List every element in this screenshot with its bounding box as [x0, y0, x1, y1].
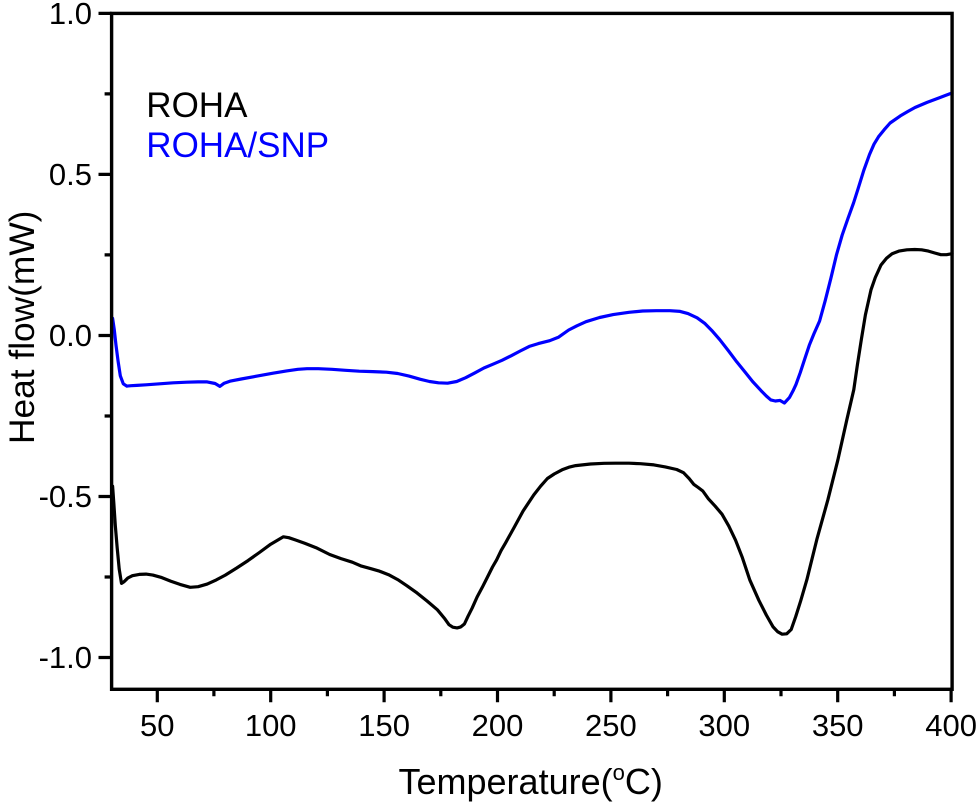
svg-text:0.5: 0.5: [49, 157, 92, 192]
svg-text:350: 350: [812, 708, 864, 743]
svg-text:-0.5: -0.5: [39, 479, 92, 514]
svg-text:Heat flow(mW): Heat flow(mW): [3, 211, 42, 444]
svg-text:100: 100: [245, 708, 297, 743]
svg-text:150: 150: [358, 708, 410, 743]
svg-text:50: 50: [140, 708, 174, 743]
svg-text:200: 200: [472, 708, 524, 743]
svg-text:0.0: 0.0: [49, 318, 92, 353]
svg-text:300: 300: [698, 708, 750, 743]
svg-text:1.0: 1.0: [49, 0, 92, 31]
svg-text:ROHA/SNP: ROHA/SNP: [146, 126, 329, 165]
svg-text:-1.0: -1.0: [39, 640, 92, 675]
svg-text:ROHA: ROHA: [146, 86, 248, 125]
svg-text:250: 250: [585, 708, 637, 743]
svg-text:Temperature(oC): Temperature(oC): [399, 760, 663, 802]
svg-text:400: 400: [925, 708, 976, 743]
